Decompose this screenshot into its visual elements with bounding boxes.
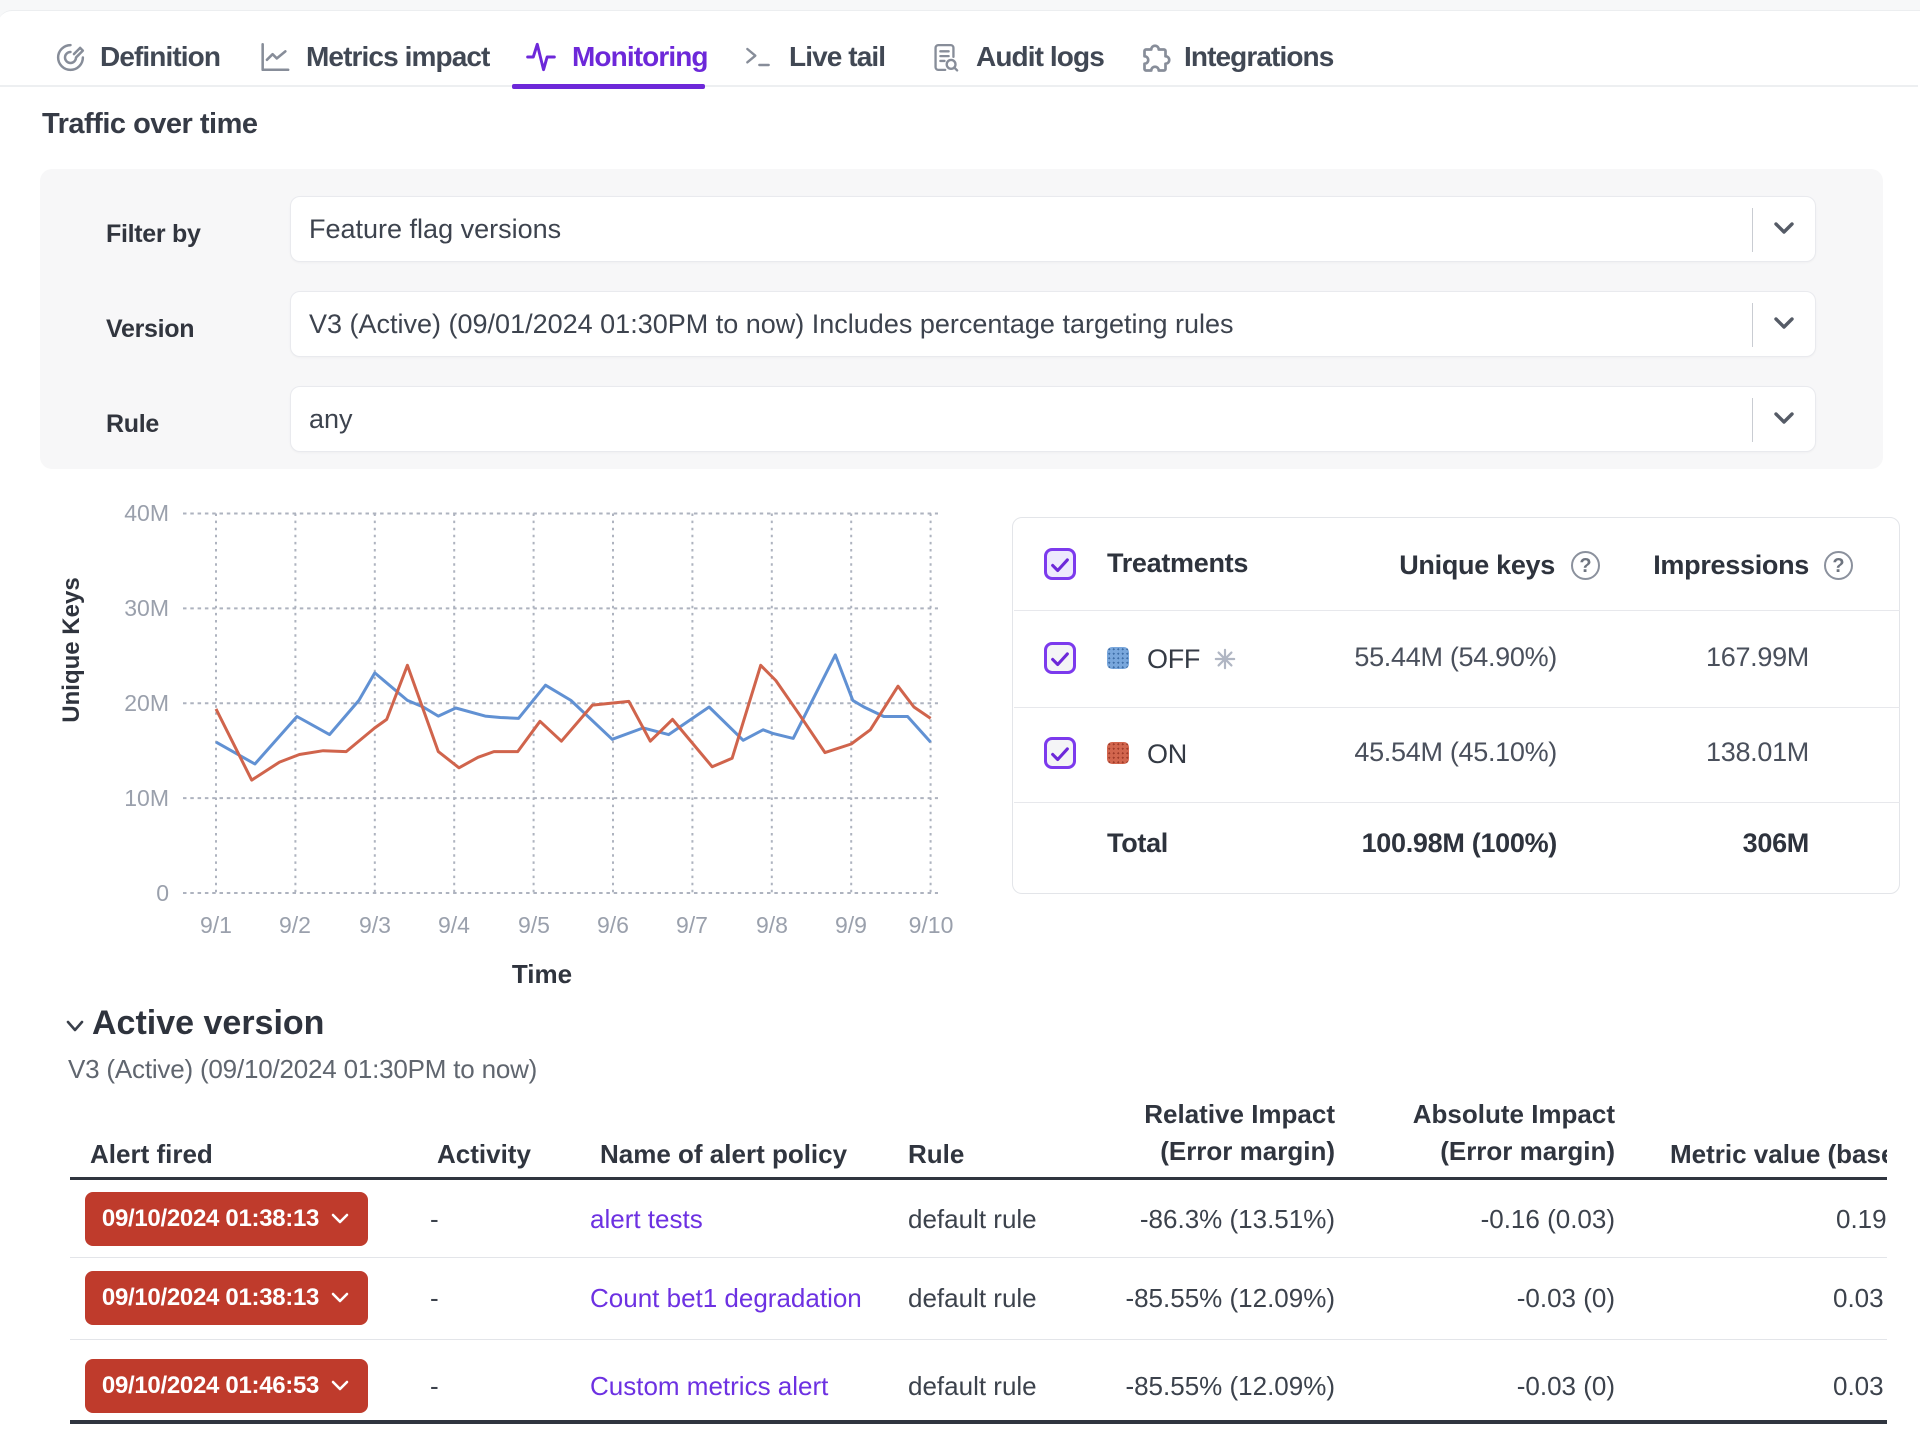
svg-text:9/10: 9/10 (909, 912, 954, 938)
svg-text:40M: 40M (124, 500, 169, 526)
svg-text:9/8: 9/8 (756, 912, 788, 938)
svg-text:9/3: 9/3 (359, 912, 391, 938)
svg-text:9/7: 9/7 (676, 912, 708, 938)
svg-text:Time: Time (512, 959, 572, 989)
svg-text:Unique Keys: Unique Keys (58, 577, 85, 722)
svg-text:9/9: 9/9 (835, 912, 867, 938)
svg-text:30M: 30M (124, 595, 169, 621)
svg-text:9/4: 9/4 (438, 912, 470, 938)
svg-text:20M: 20M (124, 690, 169, 716)
svg-text:9/1: 9/1 (200, 912, 232, 938)
svg-text:0: 0 (156, 880, 169, 906)
svg-text:9/5: 9/5 (518, 912, 550, 938)
svg-text:9/2: 9/2 (279, 912, 311, 938)
svg-text:9/6: 9/6 (597, 912, 629, 938)
svg-text:10M: 10M (124, 785, 169, 811)
